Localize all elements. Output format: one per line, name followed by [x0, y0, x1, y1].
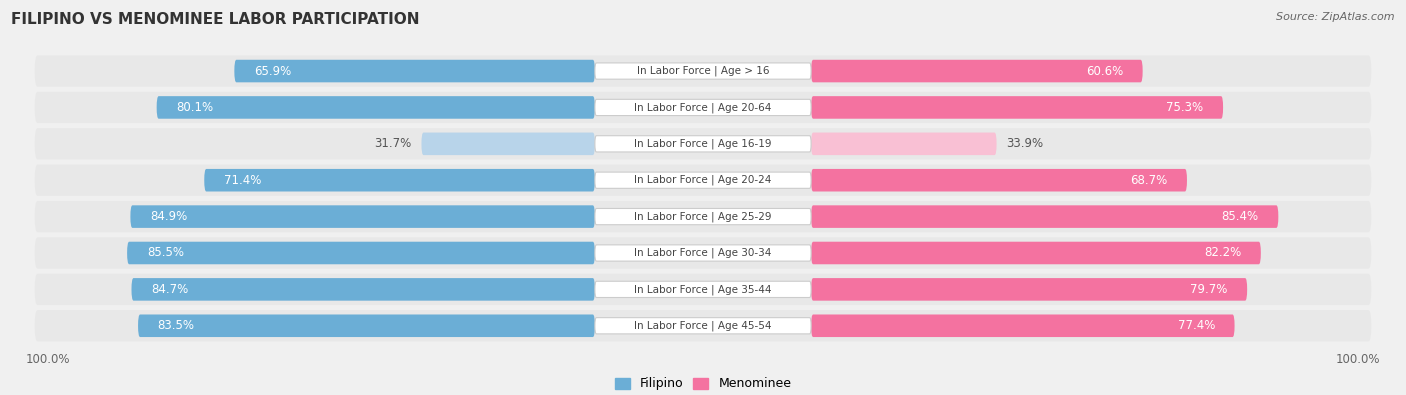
- FancyBboxPatch shape: [35, 55, 1371, 87]
- Text: 83.5%: 83.5%: [157, 319, 194, 332]
- Text: In Labor Force | Age > 16: In Labor Force | Age > 16: [637, 66, 769, 76]
- FancyBboxPatch shape: [811, 169, 1187, 192]
- FancyBboxPatch shape: [138, 314, 595, 337]
- Text: 84.7%: 84.7%: [150, 283, 188, 296]
- Text: 33.9%: 33.9%: [1007, 137, 1043, 150]
- FancyBboxPatch shape: [127, 242, 595, 264]
- FancyBboxPatch shape: [595, 209, 811, 225]
- FancyBboxPatch shape: [35, 201, 1371, 232]
- Text: 79.7%: 79.7%: [1189, 283, 1227, 296]
- Text: 80.1%: 80.1%: [176, 101, 214, 114]
- Text: In Labor Force | Age 16-19: In Labor Force | Age 16-19: [634, 139, 772, 149]
- FancyBboxPatch shape: [131, 205, 595, 228]
- FancyBboxPatch shape: [595, 63, 811, 79]
- FancyBboxPatch shape: [235, 60, 595, 82]
- Text: 77.4%: 77.4%: [1178, 319, 1215, 332]
- FancyBboxPatch shape: [811, 60, 1143, 82]
- FancyBboxPatch shape: [35, 92, 1371, 123]
- FancyBboxPatch shape: [811, 278, 1247, 301]
- Text: In Labor Force | Age 20-64: In Labor Force | Age 20-64: [634, 102, 772, 113]
- FancyBboxPatch shape: [204, 169, 595, 192]
- Text: 65.9%: 65.9%: [254, 64, 291, 77]
- FancyBboxPatch shape: [422, 133, 595, 155]
- FancyBboxPatch shape: [132, 278, 595, 301]
- FancyBboxPatch shape: [156, 96, 595, 119]
- Text: 71.4%: 71.4%: [224, 174, 262, 187]
- Text: In Labor Force | Age 45-54: In Labor Force | Age 45-54: [634, 320, 772, 331]
- FancyBboxPatch shape: [811, 205, 1278, 228]
- FancyBboxPatch shape: [595, 172, 811, 188]
- FancyBboxPatch shape: [35, 310, 1371, 341]
- FancyBboxPatch shape: [35, 237, 1371, 269]
- Text: 75.3%: 75.3%: [1167, 101, 1204, 114]
- Text: In Labor Force | Age 25-29: In Labor Force | Age 25-29: [634, 211, 772, 222]
- FancyBboxPatch shape: [35, 128, 1371, 160]
- Text: 85.5%: 85.5%: [146, 246, 184, 260]
- Text: 68.7%: 68.7%: [1130, 174, 1167, 187]
- Text: 85.4%: 85.4%: [1222, 210, 1258, 223]
- Text: Source: ZipAtlas.com: Source: ZipAtlas.com: [1277, 12, 1395, 22]
- FancyBboxPatch shape: [595, 99, 811, 116]
- Text: 84.9%: 84.9%: [150, 210, 187, 223]
- FancyBboxPatch shape: [811, 242, 1261, 264]
- Text: 31.7%: 31.7%: [374, 137, 412, 150]
- FancyBboxPatch shape: [595, 245, 811, 261]
- FancyBboxPatch shape: [811, 133, 997, 155]
- FancyBboxPatch shape: [595, 318, 811, 334]
- Text: In Labor Force | Age 30-34: In Labor Force | Age 30-34: [634, 248, 772, 258]
- Text: In Labor Force | Age 20-24: In Labor Force | Age 20-24: [634, 175, 772, 186]
- Text: 60.6%: 60.6%: [1085, 64, 1123, 77]
- Text: In Labor Force | Age 35-44: In Labor Force | Age 35-44: [634, 284, 772, 295]
- FancyBboxPatch shape: [35, 274, 1371, 305]
- FancyBboxPatch shape: [811, 314, 1234, 337]
- Text: 82.2%: 82.2%: [1204, 246, 1241, 260]
- FancyBboxPatch shape: [811, 96, 1223, 119]
- Legend: Filipino, Menominee: Filipino, Menominee: [610, 372, 796, 395]
- FancyBboxPatch shape: [35, 165, 1371, 196]
- Text: FILIPINO VS MENOMINEE LABOR PARTICIPATION: FILIPINO VS MENOMINEE LABOR PARTICIPATIO…: [11, 12, 420, 27]
- FancyBboxPatch shape: [595, 281, 811, 297]
- FancyBboxPatch shape: [595, 136, 811, 152]
